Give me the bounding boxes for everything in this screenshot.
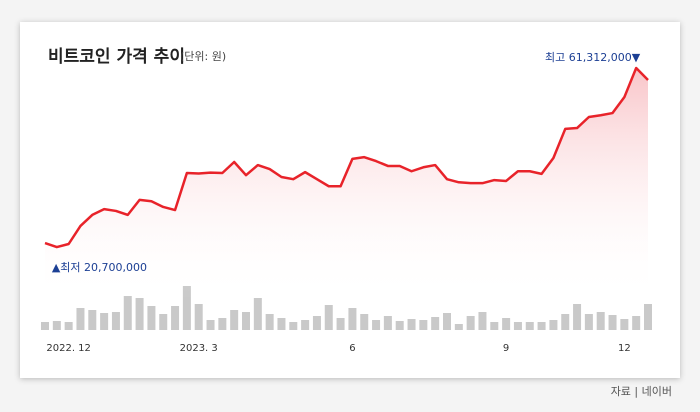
volume-bar — [206, 320, 215, 330]
volume-bar — [372, 320, 381, 330]
x-tick-label: 2023. 3 — [180, 343, 218, 354]
volume-bar — [561, 314, 570, 330]
source: 자료 | 네이버 — [611, 385, 672, 398]
volume-bar — [277, 318, 286, 330]
volume-bar — [549, 320, 558, 330]
volume-bar — [324, 305, 333, 330]
volume-bar — [135, 298, 144, 330]
volume-bar — [454, 324, 463, 330]
volume-bar — [64, 322, 73, 330]
annotation: ▲최저 20,700,000 — [52, 261, 147, 274]
volume-bar — [218, 318, 227, 330]
volume-bar — [443, 313, 451, 330]
price-line — [44, 66, 649, 249]
volume-bar — [111, 312, 120, 330]
volume-bar — [360, 314, 369, 330]
volume-bar — [644, 304, 652, 330]
volume-bar — [620, 319, 629, 330]
chart-title: 비트코인 가격 추이 — [48, 47, 185, 67]
volume-bar — [395, 321, 404, 330]
volume-bar — [253, 298, 262, 330]
area-fill — [45, 68, 648, 301]
volume-bar — [265, 314, 274, 330]
volume-bar — [513, 322, 522, 330]
x-tick-label: 6 — [349, 343, 355, 354]
volume-bar — [171, 306, 180, 330]
volume-bar — [478, 312, 487, 330]
volume-bar — [490, 322, 499, 330]
volume-bar — [502, 318, 511, 330]
plot: 2022. 12 2023. 3 6 9 12 최고 61,312,000▼ ▲최저 20,… — [41, 51, 652, 354]
volume-bar — [312, 316, 321, 330]
volume-bar — [608, 315, 617, 330]
volume-bar — [100, 313, 109, 330]
chart-subtitle: (단위: 원) — [180, 50, 226, 63]
volume-bar — [466, 316, 475, 330]
volume-bar — [573, 304, 582, 330]
volume-bar — [147, 306, 156, 330]
x-tick-label: 2022. 12 — [46, 343, 91, 354]
volume-bar — [123, 296, 132, 330]
annotation: 최고 61,312,000▼ — [545, 51, 641, 64]
x-tick-label: 12 — [618, 343, 631, 354]
volume-bar — [632, 316, 641, 330]
volume-bar — [52, 321, 61, 330]
volume-bar — [419, 320, 428, 330]
volume-bar — [383, 316, 392, 330]
volume-bar — [584, 314, 593, 330]
volume-bar — [88, 310, 97, 330]
x-tick-label: 9 — [503, 343, 509, 354]
volume-bar — [182, 286, 191, 330]
volume-bar — [336, 318, 345, 330]
volume-bar — [431, 317, 440, 330]
volume-bar — [525, 322, 534, 330]
volume-bar — [289, 322, 298, 330]
volume-bar — [159, 314, 168, 330]
volume-bar — [76, 308, 85, 330]
volume-bar — [230, 310, 239, 330]
volume-bar — [407, 319, 416, 330]
volume-bar — [194, 304, 203, 330]
volume-bar — [537, 322, 546, 330]
volume-bar — [41, 322, 49, 330]
volume-bar — [242, 312, 250, 330]
volume-bar — [301, 320, 310, 330]
volume-bar — [596, 312, 605, 330]
volume-bar — [348, 308, 357, 330]
